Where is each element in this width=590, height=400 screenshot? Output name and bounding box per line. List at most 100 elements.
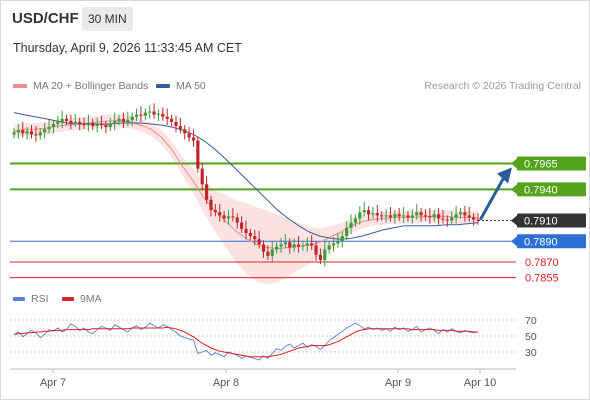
level-tag-pointer-0.7940 (511, 184, 517, 195)
candle-body (310, 243, 314, 246)
candles (12, 103, 480, 267)
legend-rsi-swatch (13, 297, 25, 302)
candle-body (283, 242, 287, 245)
candle-body (134, 114, 139, 117)
candle-body (183, 129, 187, 134)
candle-body (340, 236, 344, 242)
candle-body (209, 199, 213, 211)
candle-body (476, 219, 480, 221)
candle-body (165, 116, 169, 119)
level-label-0.7870: 0.7870 (525, 257, 559, 269)
candle-body (82, 124, 86, 126)
candle-body (432, 214, 436, 218)
candle-body (305, 243, 309, 246)
candle-body (64, 118, 69, 121)
candle-body (349, 222, 353, 228)
level-label-0.7910: 0.7910 (524, 216, 558, 228)
candle-body (388, 215, 393, 218)
candle-body (95, 124, 99, 127)
candle-body (205, 184, 209, 200)
candle-body (253, 236, 257, 240)
candle-body (156, 113, 161, 115)
candle-body (130, 116, 134, 120)
rsi-tick-50: 50 (525, 331, 537, 343)
legend-ma20-swatch (13, 84, 27, 89)
candle-body (126, 119, 130, 122)
candle-body (419, 212, 423, 216)
candle-body (244, 228, 248, 233)
candle-body (279, 244, 283, 247)
level-tag-0.7910 (517, 213, 586, 228)
candle-body (292, 244, 296, 248)
candle-body (257, 239, 261, 245)
candle-body (91, 122, 95, 127)
candle-body (226, 216, 231, 219)
candle-body (16, 130, 20, 133)
candle-body (314, 245, 318, 255)
candle-body (450, 217, 454, 221)
candle-body (34, 134, 38, 136)
level-tag-0.7940 (517, 182, 586, 197)
candle-body (415, 212, 419, 216)
candle-body (222, 215, 226, 219)
candle-body (169, 118, 174, 122)
level-label-0.7965: 0.7965 (524, 158, 558, 170)
x-tick-label: Apr 9 (385, 377, 411, 389)
timestamp: Thursday, April 9, 2026 11:33:45 AM CET (13, 41, 242, 55)
level-label-0.7940: 0.7940 (524, 184, 558, 196)
timeframe-badge[interactable]: 30 MIN (82, 7, 133, 31)
credit-text: Research © 2026 Trading Central (424, 80, 581, 92)
legend-ma20-label: MA 20 + Bollinger Bands (33, 80, 149, 92)
legend-ma50: MA 50 (156, 80, 206, 92)
legend-9ma-swatch (62, 297, 74, 302)
candle-body (117, 118, 121, 121)
candle-body (73, 121, 77, 123)
candle-body (270, 249, 274, 256)
candle-body (318, 254, 323, 260)
level-tag-pointer-0.7890 (511, 236, 517, 247)
candle-body (161, 113, 165, 117)
candle-body (191, 137, 196, 141)
candle-body (458, 212, 463, 215)
candle-body (441, 218, 445, 220)
rsi-tick-30: 30 (525, 347, 537, 359)
candle-body (467, 215, 471, 218)
level-tag-pointer-0.7965 (511, 158, 517, 169)
candle-body (358, 212, 362, 219)
candle-body (108, 124, 112, 128)
candle-body (327, 245, 331, 250)
candle-body (104, 125, 108, 128)
x-tick-label: Apr 8 (213, 377, 239, 389)
candle-body (406, 215, 410, 218)
candle-body (187, 133, 191, 138)
candle-body (445, 219, 449, 221)
candle-body (331, 243, 336, 246)
candle-body (248, 232, 252, 237)
legend-rsi-label: RSI (31, 293, 49, 305)
candle-body (472, 217, 476, 220)
candle-body (375, 213, 379, 216)
candle-body (362, 210, 366, 213)
candle-body (213, 210, 217, 213)
candle-body (371, 213, 375, 215)
candle-body (437, 214, 441, 219)
candle-body (139, 114, 143, 116)
candle-body (261, 244, 266, 252)
candle-body (121, 118, 126, 122)
rsi-9ma-line (13, 326, 478, 358)
bollinger-band (14, 114, 478, 285)
candle-body (288, 242, 292, 248)
candle-body (51, 124, 55, 128)
candle-body (410, 215, 414, 218)
candle-body (380, 215, 384, 217)
level-label-0.7890: 0.7890 (524, 236, 558, 248)
legend-ma50-swatch (156, 84, 170, 89)
candle-body (38, 132, 42, 136)
candle-body (353, 218, 358, 223)
x-tick-label: Apr 10 (464, 377, 496, 389)
candle-body (21, 130, 25, 134)
candle-body (43, 129, 47, 133)
candle-body (29, 131, 34, 135)
candle-body (178, 126, 182, 130)
